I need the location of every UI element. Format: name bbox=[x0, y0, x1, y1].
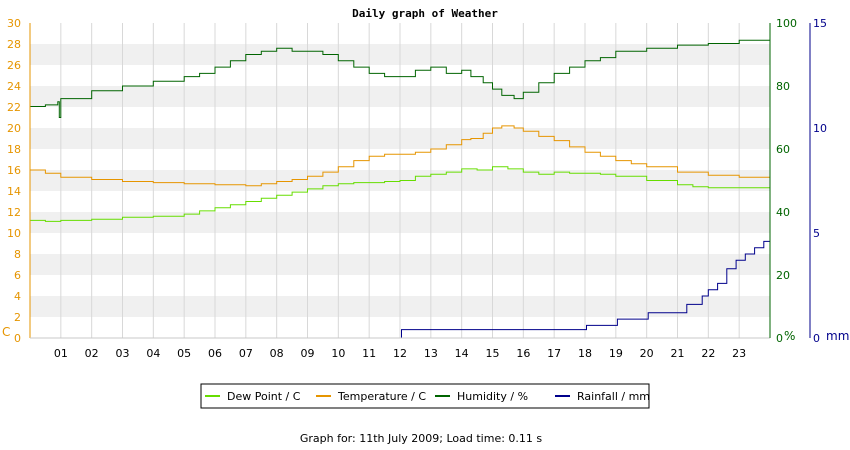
rainfall-axis-ticks: 0 5 10 15 bbox=[813, 17, 827, 345]
humidity-line bbox=[30, 38, 771, 118]
rainfall-tick-label: 15 bbox=[813, 17, 827, 30]
left-tick-label: 0 bbox=[14, 332, 21, 345]
x-tick-label: 09 bbox=[301, 347, 315, 360]
left-tick-label: 18 bbox=[7, 143, 21, 156]
temperature-line bbox=[30, 125, 771, 187]
x-tick-label: 04 bbox=[146, 347, 160, 360]
humidity-tick-label: 40 bbox=[776, 206, 790, 219]
x-tick-label: 16 bbox=[516, 347, 530, 360]
x-tick-label: 07 bbox=[239, 347, 253, 360]
left-tick-label: 12 bbox=[7, 206, 21, 219]
rainfall-tick-label: 10 bbox=[813, 122, 827, 135]
footer-info: Graph for: 11th July 2009; Load time: 0.… bbox=[300, 432, 543, 445]
left-tick-label: 8 bbox=[14, 248, 21, 261]
x-tick-label: 11 bbox=[362, 347, 376, 360]
left-tick-label: 24 bbox=[7, 80, 21, 93]
humidity-tick-label: 80 bbox=[776, 80, 790, 93]
x-tick-label: 17 bbox=[547, 347, 561, 360]
x-tick-label: 23 bbox=[732, 347, 746, 360]
x-tick-label: 02 bbox=[85, 347, 99, 360]
rainfall-line bbox=[30, 237, 771, 339]
left-tick-label: 4 bbox=[14, 290, 21, 303]
x-tick-label: 20 bbox=[640, 347, 654, 360]
legend-label: Rainfall / mm bbox=[577, 390, 650, 403]
legend-box bbox=[200, 383, 650, 409]
x-tick-label: 05 bbox=[177, 347, 191, 360]
left-tick-label: 28 bbox=[7, 38, 21, 51]
x-tick-label: 10 bbox=[331, 347, 345, 360]
left-tick-label: 6 bbox=[14, 269, 21, 282]
humidity-tick-label: 60 bbox=[776, 143, 790, 156]
x-tick-label: 08 bbox=[270, 347, 284, 360]
humidity-tick-label: 100 bbox=[776, 17, 797, 30]
x-tick-label: 19 bbox=[609, 347, 623, 360]
rainfall-tick-label: 0 bbox=[813, 332, 820, 345]
x-tick-label: 06 bbox=[208, 347, 222, 360]
left-tick-label: 16 bbox=[7, 164, 21, 177]
left-tick-label: 2 bbox=[14, 311, 21, 324]
x-axis-ticks: 01 02 03 04 05 06 07 08 09 10 11 12 13 14 15 16 17 18 19 20… bbox=[54, 347, 746, 360]
left-tick-label: 26 bbox=[7, 59, 21, 72]
legend-label: Temperature / C bbox=[337, 390, 426, 403]
left-tick-label: 20 bbox=[7, 122, 21, 135]
axis-lines bbox=[29, 23, 811, 339]
x-tick-label: 13 bbox=[424, 347, 438, 360]
rainfall-tick-label: 5 bbox=[813, 227, 820, 240]
dew-point-line bbox=[30, 166, 770, 222]
humidity-axis-ticks: 0 20 40 60 80 100 bbox=[776, 17, 797, 345]
humidity-tick-label: 0 bbox=[776, 332, 783, 345]
chart-title: Daily graph of Weather bbox=[352, 7, 498, 20]
x-tick-label: 14 bbox=[455, 347, 469, 360]
left-tick-label: 14 bbox=[7, 185, 21, 198]
x-tick-label: 15 bbox=[486, 347, 500, 360]
rainfall-axis-unit: mm bbox=[826, 329, 849, 343]
x-tick-label: 12 bbox=[393, 347, 407, 360]
x-tick-label: 01 bbox=[54, 347, 68, 360]
legend-label: Humidity / % bbox=[457, 390, 528, 403]
x-tick-label: 18 bbox=[578, 347, 592, 360]
left-tick-label: 10 bbox=[7, 227, 21, 240]
grid-lines bbox=[60, 23, 740, 338]
x-tick-label: 22 bbox=[701, 347, 715, 360]
left-axis-unit: C bbox=[2, 325, 10, 339]
legend: Dew Point / C Temperature / C Humidity / %… bbox=[200, 383, 650, 409]
humidity-axis-unit: % bbox=[784, 329, 795, 343]
left-tick-label: 30 bbox=[7, 17, 21, 30]
legend-label: Dew Point / C bbox=[227, 390, 301, 403]
series-lines bbox=[30, 38, 771, 339]
humidity-tick-label: 20 bbox=[776, 269, 790, 282]
left-tick-label: 22 bbox=[7, 101, 21, 114]
x-tick-label: 21 bbox=[671, 347, 685, 360]
x-tick-label: 03 bbox=[116, 347, 130, 360]
